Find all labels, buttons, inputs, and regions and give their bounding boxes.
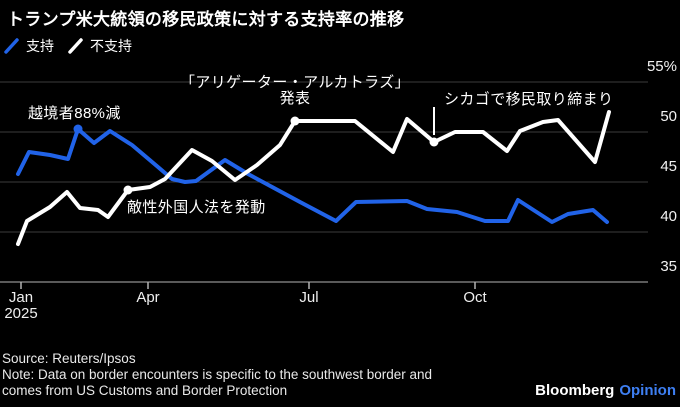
legend-label-disapprove: 不支持 [90,38,132,54]
y-axis-label-35: 35 [660,258,677,275]
x-axis-label-jul: Jul [299,289,319,306]
disapprove-line-swatch-icon [68,38,83,54]
note-text-line2: comes from US Customs and Border Protect… [2,383,288,398]
annotation-pointer-line [433,107,435,135]
annotation-alien-enemies-act: 敵性外国人法を発動 [127,199,266,216]
annotation-alligator-line2: 発表 [279,90,311,107]
y-axis-label-55: 55% [646,58,677,75]
annotation-alligator-alcatraz: 「アリゲーター・アルカトラズ」 発表 [175,75,415,107]
y-axis-label-40: 40 [660,208,677,225]
annotation-chicago-crackdown: シカゴで移民取り締まり [444,91,614,108]
note-text-line1: Note: Data on border encounters is speci… [2,367,432,382]
x-axis-label-jan: Jan [8,289,34,306]
annotation-alligator-line1: 「アリゲーター・アルカトラズ」 [179,74,411,91]
legend: 支持 不支持 [4,36,132,56]
logo-bloomberg-text: Bloomberg [535,382,615,399]
y-axis-label-50: 50 [660,108,677,125]
approve-line-swatch-icon [4,38,19,54]
legend-item-disapprove: 不支持 [68,36,132,56]
x-axis-label-apr: Apr [136,289,160,306]
footer-notes: Source: Reuters/Ipsos Note: Data on bord… [2,351,432,399]
source-text: Source: Reuters/Ipsos [2,351,136,366]
logo-opinion-text: Opinion [619,382,676,399]
line-chart-plot [0,81,648,289]
bloomberg-opinion-logo: Bloomberg Opinion [535,382,676,399]
x-axis-label-2025: 2025 [4,305,38,322]
chart-title: トランプ米大統領の移民政策に対する支持率の推移 [7,10,405,29]
annotation-border-crossings: 越境者88%減 [28,105,121,122]
legend-item-approve: 支持 [4,36,54,56]
legend-label-approve: 支持 [26,38,54,54]
x-axis-label-oct: Oct [463,289,487,306]
y-axis-label-45: 45 [660,158,677,175]
